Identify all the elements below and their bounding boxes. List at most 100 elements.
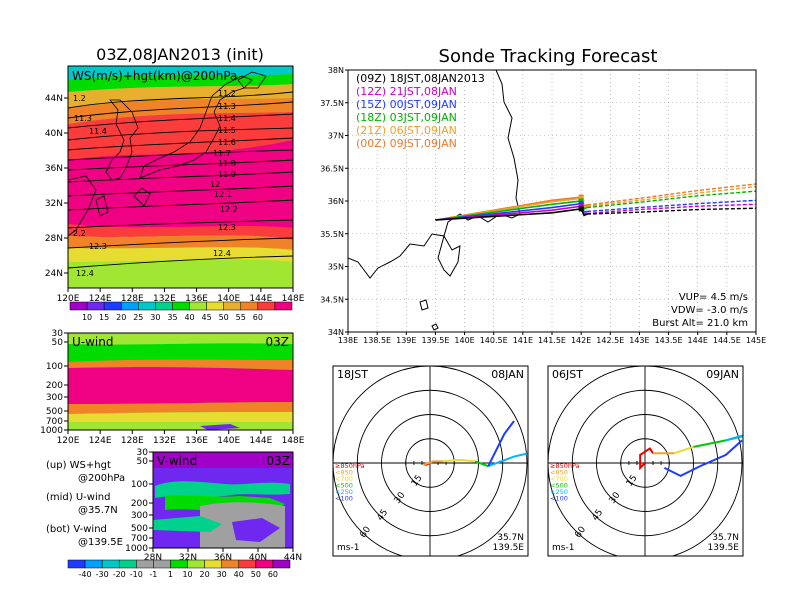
colorbar-tick: 15 — [99, 313, 109, 322]
burst-marker — [578, 203, 584, 209]
lon-tick-label: 124E — [89, 294, 112, 304]
lat-tick-label: 36N — [214, 553, 232, 563]
hodograph-trace — [639, 447, 654, 471]
lat-tick-label: 34N — [328, 328, 344, 337]
lat-tick-label: 37N — [328, 132, 344, 141]
lat-tick-label: 40N — [249, 553, 267, 563]
colorbar-swatch — [86, 301, 105, 311]
contour-label: 11.4 — [89, 127, 107, 136]
param-burst: Burst Alt= 21.0 km — [652, 318, 748, 329]
lon-tick-label: 120E — [57, 294, 80, 304]
contour-label: 12.1 — [214, 190, 232, 199]
colorbar-tick: 30 — [150, 313, 160, 322]
colorbar-tick: -10 — [130, 570, 143, 579]
pressure-tick-label: 200 — [131, 499, 148, 509]
colorbar-swatch — [136, 559, 154, 569]
track-line-dashed — [586, 203, 756, 215]
lon-tick-label: 144.5E — [713, 336, 741, 345]
track-params: VUP= 4.5 m/s VDW= -3.0 m/s Burst Alt= 21… — [652, 292, 748, 329]
lon-tick-label: 144E — [688, 336, 708, 345]
lon-tick-label: 141.5E — [538, 336, 566, 345]
hodograph-date-label: 08JAN — [491, 368, 524, 381]
contour-label: 11.4 — [218, 114, 236, 123]
track-map-panel: 138E 138.5E 139E 139.5E 140E 140.5E 141E 141.5E… — [320, 66, 766, 345]
level-legend-entry: <250 — [550, 488, 568, 496]
contour-label: 12.4 — [213, 249, 231, 258]
lat-tick-label: 32N — [179, 553, 197, 563]
contour-label: 11.6 — [218, 138, 236, 147]
hodograph-trace — [673, 445, 694, 455]
lat-tick-label: 35.5N — [320, 230, 344, 239]
lat-tick-label: 38N — [328, 66, 344, 75]
contour-label: 12.3 — [89, 242, 107, 251]
lon-tick-label: 140E — [454, 336, 474, 345]
hodograph-border — [547, 365, 744, 557]
pressure-tick-label: 50 — [137, 457, 149, 467]
pressure-tick-label: 700 — [131, 534, 148, 544]
colorbar-tick: 1 — [168, 570, 173, 579]
u-wind-time: 03Z — [266, 335, 290, 349]
contour-label: 11.5 — [218, 126, 236, 135]
u-wind-label: U-wind — [72, 335, 113, 349]
lon-tick-label: 142.5E — [596, 336, 624, 345]
hodograph-trace — [663, 439, 743, 478]
track-line-dashed — [586, 199, 756, 213]
legend-entry: (09Z) 18JST,08JAN2013 — [356, 72, 485, 85]
colorbar-tick: -1 — [149, 570, 157, 579]
contour-label: 11.2 — [218, 89, 236, 98]
lat-tick-label: 36.5N — [320, 164, 344, 173]
lon-tick-label: 148E — [282, 436, 305, 446]
colorbar-tick: 10 — [82, 313, 92, 322]
hodograph-trace — [442, 458, 476, 463]
note-line: (bot) V-wind — [46, 524, 107, 535]
legend-entry: (15Z) 00JST,09JAN — [356, 98, 457, 111]
ws-colorbar: 10 15 20 25 30 35 40 45 50 55 60 — [69, 301, 293, 322]
colorbar-swatch — [187, 559, 205, 569]
location-lon: 139.5E — [708, 543, 740, 553]
colorbar-swatch — [103, 301, 122, 311]
contour-label: 11.8 — [218, 159, 236, 168]
colorbar-swatch — [84, 559, 103, 569]
coastline — [348, 70, 521, 331]
pressure-tick-label: 300 — [131, 511, 148, 521]
ws-map-panel: 1.2 11.3 11.4 11.2 11.3 11.4 11.5 11.6 1… — [45, 65, 305, 322]
lon-tick-label: 140E — [217, 436, 240, 446]
v-wind-label: V-wind — [157, 454, 197, 468]
level-legend-entry: ≥850hPa — [550, 462, 580, 470]
colorbar-tick: 35 — [167, 313, 177, 322]
ws-map-label: WS(m/s)+hgt(km)@200hPa — [72, 69, 237, 83]
lon-tick-label: 136E — [185, 294, 208, 304]
lat-tick-label: 44N — [284, 553, 302, 563]
colorbar-swatch — [274, 301, 293, 311]
lon-tick-label: 143E — [629, 336, 649, 345]
contour-label: 2.2 — [73, 229, 86, 238]
lon-tick-label: 145E — [746, 336, 766, 345]
lat-tick-label: 24N — [45, 269, 63, 279]
hodograph-border — [332, 365, 529, 557]
colorbar-tick: 50 — [219, 313, 229, 322]
hodograph-trace — [725, 434, 743, 442]
lon-tick-label: 144E — [249, 294, 272, 304]
colorbar-tick: 60 — [268, 570, 278, 579]
pressure-tick-label: 500 — [46, 407, 63, 417]
contour-label: 12.3 — [218, 223, 236, 232]
track-line-dashed — [586, 207, 756, 215]
location-lon: 139.5E — [493, 543, 525, 553]
level-legend-entry: <700 — [550, 475, 568, 483]
pressure-tick-label: 30 — [52, 329, 64, 339]
lon-tick-label: 138.5E — [363, 336, 391, 345]
colorbar-swatch — [67, 559, 86, 569]
note-line: (mid) U-wind — [46, 492, 110, 503]
v-wind-time: 03Z — [267, 454, 291, 468]
ws-axis-ticks: 44N 40N 36N 32N 28N 24N 120E 124E 128E 132E 136E 14… — [45, 94, 305, 304]
level-legend-entry: <850 — [335, 469, 353, 477]
pressure-tick-label: 100 — [46, 362, 63, 372]
colorbar-tick: -40 — [79, 570, 92, 579]
pressure-tick-label: 50 — [52, 338, 64, 348]
lon-tick-label: 120E — [57, 436, 80, 446]
colorbar-tick: -30 — [96, 570, 109, 579]
track-line-dashed — [586, 185, 756, 207]
